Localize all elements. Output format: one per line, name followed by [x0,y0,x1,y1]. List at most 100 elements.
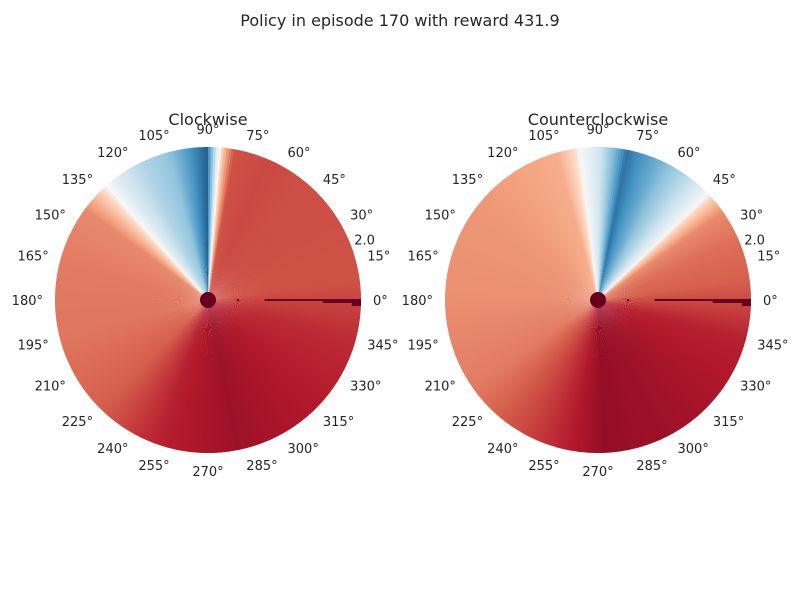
heatmap-wedge [208,300,353,355]
heatmap-wedge [95,193,208,300]
heatmap-wedge [121,171,208,300]
heatmap-wedge [598,162,668,300]
heatmap-wedge [598,180,697,300]
heatmap-wedge [469,214,598,300]
heatmap-wedge [598,225,734,300]
heatmap-wedge [505,300,598,425]
heatmap-wedge [87,300,208,397]
heatmap-wedge [464,300,598,378]
heatmap-wedge [450,255,598,300]
heatmap-wedge [88,201,208,300]
heatmap-wedge [576,300,598,452]
heatmap-wedge [505,176,598,300]
heatmap-wedge [58,262,208,300]
heatmap-wedge [598,185,703,300]
heatmap-wedge [598,169,682,300]
heatmap-wedge [495,300,598,416]
heatmap-wedge [598,300,730,382]
heatmap-wedge [598,147,617,300]
heatmap-wedge [507,174,598,300]
heatmap-wedge [598,300,733,377]
heatmap-wedge [208,149,238,300]
angle-tick-label: 150° [35,209,66,224]
heatmap-wedge [208,300,292,430]
heatmap-wedge [205,300,209,454]
heatmap-wedge [478,201,598,300]
heatmap-wedge [136,300,208,437]
heatmap-wedge [208,300,319,409]
heatmap-wedge [208,185,313,300]
heatmap-wedge [97,300,208,409]
heatmap-wedge [598,300,734,375]
angle-tick-label: 240° [97,442,128,457]
heatmap-wedge [598,300,750,327]
heatmap-wedge [467,216,598,300]
heatmap-wedge [598,300,748,338]
heatmap-wedge [503,177,598,300]
heatmap-wedge [598,300,713,405]
heatmap-wedge [199,300,208,453]
heatmap-wedge [208,147,224,300]
angle-tick-label: 300° [678,442,709,457]
angle-tick-label: 90° [586,123,609,138]
heatmap-wedge [487,191,598,300]
heatmap-wedge [119,173,208,300]
heatmap-wedge [598,147,607,300]
heatmap-wedge [208,300,313,414]
heatmap-wedge [208,158,271,300]
heatmap-wedge [113,177,208,300]
angle-tick-label: 60° [288,146,311,161]
angle-tick-label: 330° [740,380,771,395]
heatmap-wedge [65,240,208,300]
angle-tick-label: 75° [246,129,269,144]
heatmap-wedge [82,300,208,391]
heatmap-wedge [487,300,598,409]
heatmap-wedge [598,158,661,300]
heatmap-wedge [465,221,598,300]
angle-tick-label: 165° [407,250,438,265]
heatmap-wedge [598,300,729,384]
heatmap-wedge [107,300,208,418]
heatmap-wedge [446,278,598,300]
heatmap-wedge [208,197,324,300]
heatmap-wedge [208,147,219,300]
heatmap-wedge [447,270,598,300]
heatmap-wedge [192,300,208,453]
heatmap-wedge [598,300,742,358]
polar-heatmap-clockwise: Clockwise 0° 15° 30° 45° 60° 75° 90° 105° 120° 135… [12,110,399,480]
heatmap-wedge [208,300,299,426]
heatmap-wedge [598,187,705,300]
heatmap-wedge [69,232,208,300]
heatmap-wedge [208,155,261,300]
heatmap-wedge [450,257,598,300]
heatmap-wedge [598,222,732,300]
heatmap-wedge [208,300,359,330]
heatmap-wedge [208,300,340,382]
heatmap-wedge [55,289,208,300]
heatmap-wedge [122,300,208,429]
center-marker [590,292,606,308]
heatmap-wedge [445,289,598,300]
heatmap-wedge [560,300,598,450]
heatmap-wedge [447,268,598,300]
heatmap-wedge [493,300,598,415]
heatmap-wedge [501,179,598,300]
heatmap-wedge [92,300,208,403]
heatmap-wedge [460,230,598,300]
heatmap-wedge [446,276,598,300]
heatmap-wedge [208,300,315,412]
heatmap-wedge [455,240,598,300]
heatmap-wedge [598,300,691,424]
heatmap-wedge [208,300,305,421]
heatmap-wedge [497,182,598,300]
heatmap-wedge [468,300,598,384]
heatmap-wedge [558,300,598,449]
heatmap-wedge [495,184,598,300]
heatmap-wedge [445,281,598,300]
heatmap-wedge [598,300,720,397]
angle-tick-label: 15° [757,250,780,265]
heatmap-wedge [155,300,208,445]
heatmap-wedge [543,300,598,445]
heatmap-wedge [584,300,598,453]
heatmap-wedge [208,153,256,300]
